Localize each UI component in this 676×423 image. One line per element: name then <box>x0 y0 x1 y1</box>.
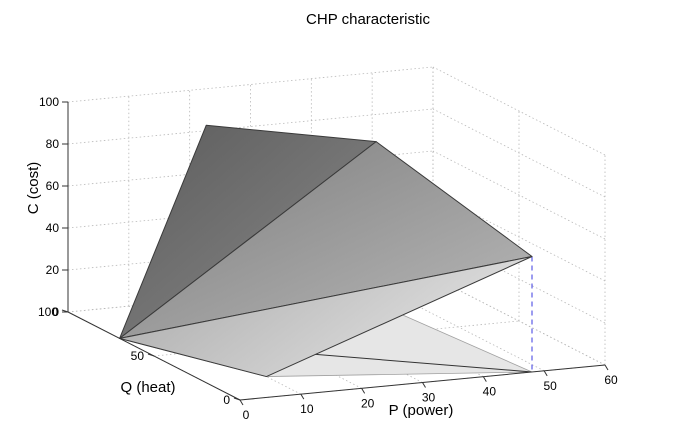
surface-face <box>119 256 533 378</box>
grid-line <box>67 192 434 229</box>
x-tick <box>361 388 366 394</box>
x-tick <box>300 393 305 400</box>
x-axis-label: P (power) <box>389 402 454 419</box>
x-tick <box>604 364 609 371</box>
z-axis-label: C (cost) <box>25 162 42 215</box>
surface-layer <box>119 124 533 378</box>
x-tick-label: 20 <box>361 396 375 410</box>
y-tick-label: 50 <box>131 349 145 363</box>
z-tick-label: 80 <box>46 137 60 151</box>
z-tick-label: 0 <box>52 305 59 319</box>
y-tick-label: 0 <box>223 393 230 407</box>
x-tick <box>482 376 487 382</box>
x-tick-label: 60 <box>604 373 618 387</box>
x-tick-label: 0 <box>243 408 250 422</box>
grid-line <box>432 108 606 198</box>
x-tick <box>543 370 548 377</box>
grid-line <box>67 66 434 103</box>
grid-line <box>67 234 434 271</box>
grid-line <box>67 150 434 187</box>
grid-line <box>432 66 606 156</box>
grid-line <box>67 276 434 313</box>
y-tick <box>233 397 241 401</box>
z-tick-label: 40 <box>46 221 60 235</box>
z-tick-label: 100 <box>39 95 59 109</box>
y-axis-label: Q (heat) <box>120 379 175 396</box>
grid-line <box>432 150 606 240</box>
x-tick-label: 50 <box>543 379 557 393</box>
z-tick-label: 60 <box>46 179 60 193</box>
z-tick-label: 20 <box>46 263 60 277</box>
chart-title: CHP characteristic <box>306 11 430 28</box>
grid-line <box>432 276 606 366</box>
x-tick-label: 40 <box>483 385 497 399</box>
grid-line <box>67 108 434 145</box>
x-tick-label: 10 <box>300 402 314 416</box>
y-tick <box>147 353 155 357</box>
x-tick-label: 30 <box>422 391 436 405</box>
x-tick <box>422 382 426 388</box>
y-tick-label: 100 <box>38 305 58 319</box>
x-tick <box>239 399 244 406</box>
